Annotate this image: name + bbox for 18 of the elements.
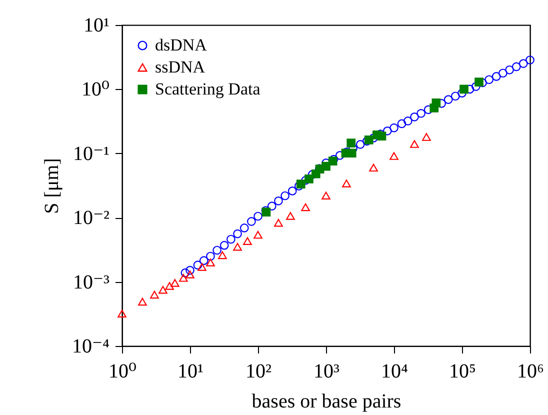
x-tick-label: 10⁶ [517,360,544,382]
legend-label: ssDNA [155,58,206,76]
y-tick-label: 10⁻¹ [72,142,110,165]
legend-label: dsDNA [155,36,208,54]
x-tick-label: 10³ [314,360,340,382]
x-tick-label: 10⁰ [108,360,137,382]
y-tick-label: 10⁻³ [72,271,110,294]
x-axis-title: bases or base pairs [252,390,402,412]
legend-label: Scattering Data [155,80,261,98]
y-tick-label: 10¹ [84,14,110,36]
y-tick-label: 10⁻² [72,207,110,230]
y-axis-title: S [μm] [40,158,63,214]
x-tick-label: 10¹ [178,360,204,382]
y-tick-label: 10⁰ [81,78,110,101]
y-tick-label: 10⁻⁴ [72,336,110,358]
x-tick-label: 10² [246,360,272,382]
x-tick-label: 10⁴ [381,360,408,382]
x-tick-label: 10⁵ [449,360,476,382]
